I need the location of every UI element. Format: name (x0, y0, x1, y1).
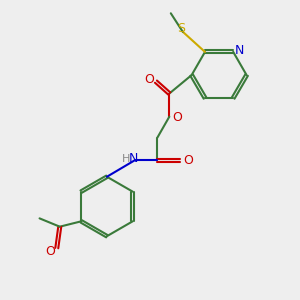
Text: O: O (172, 111, 182, 124)
Text: N: N (128, 152, 138, 165)
Text: N: N (235, 44, 244, 57)
Text: O: O (145, 73, 154, 86)
Text: O: O (183, 154, 193, 167)
Text: S: S (177, 22, 185, 35)
Text: H: H (122, 154, 130, 164)
Text: O: O (45, 244, 55, 258)
